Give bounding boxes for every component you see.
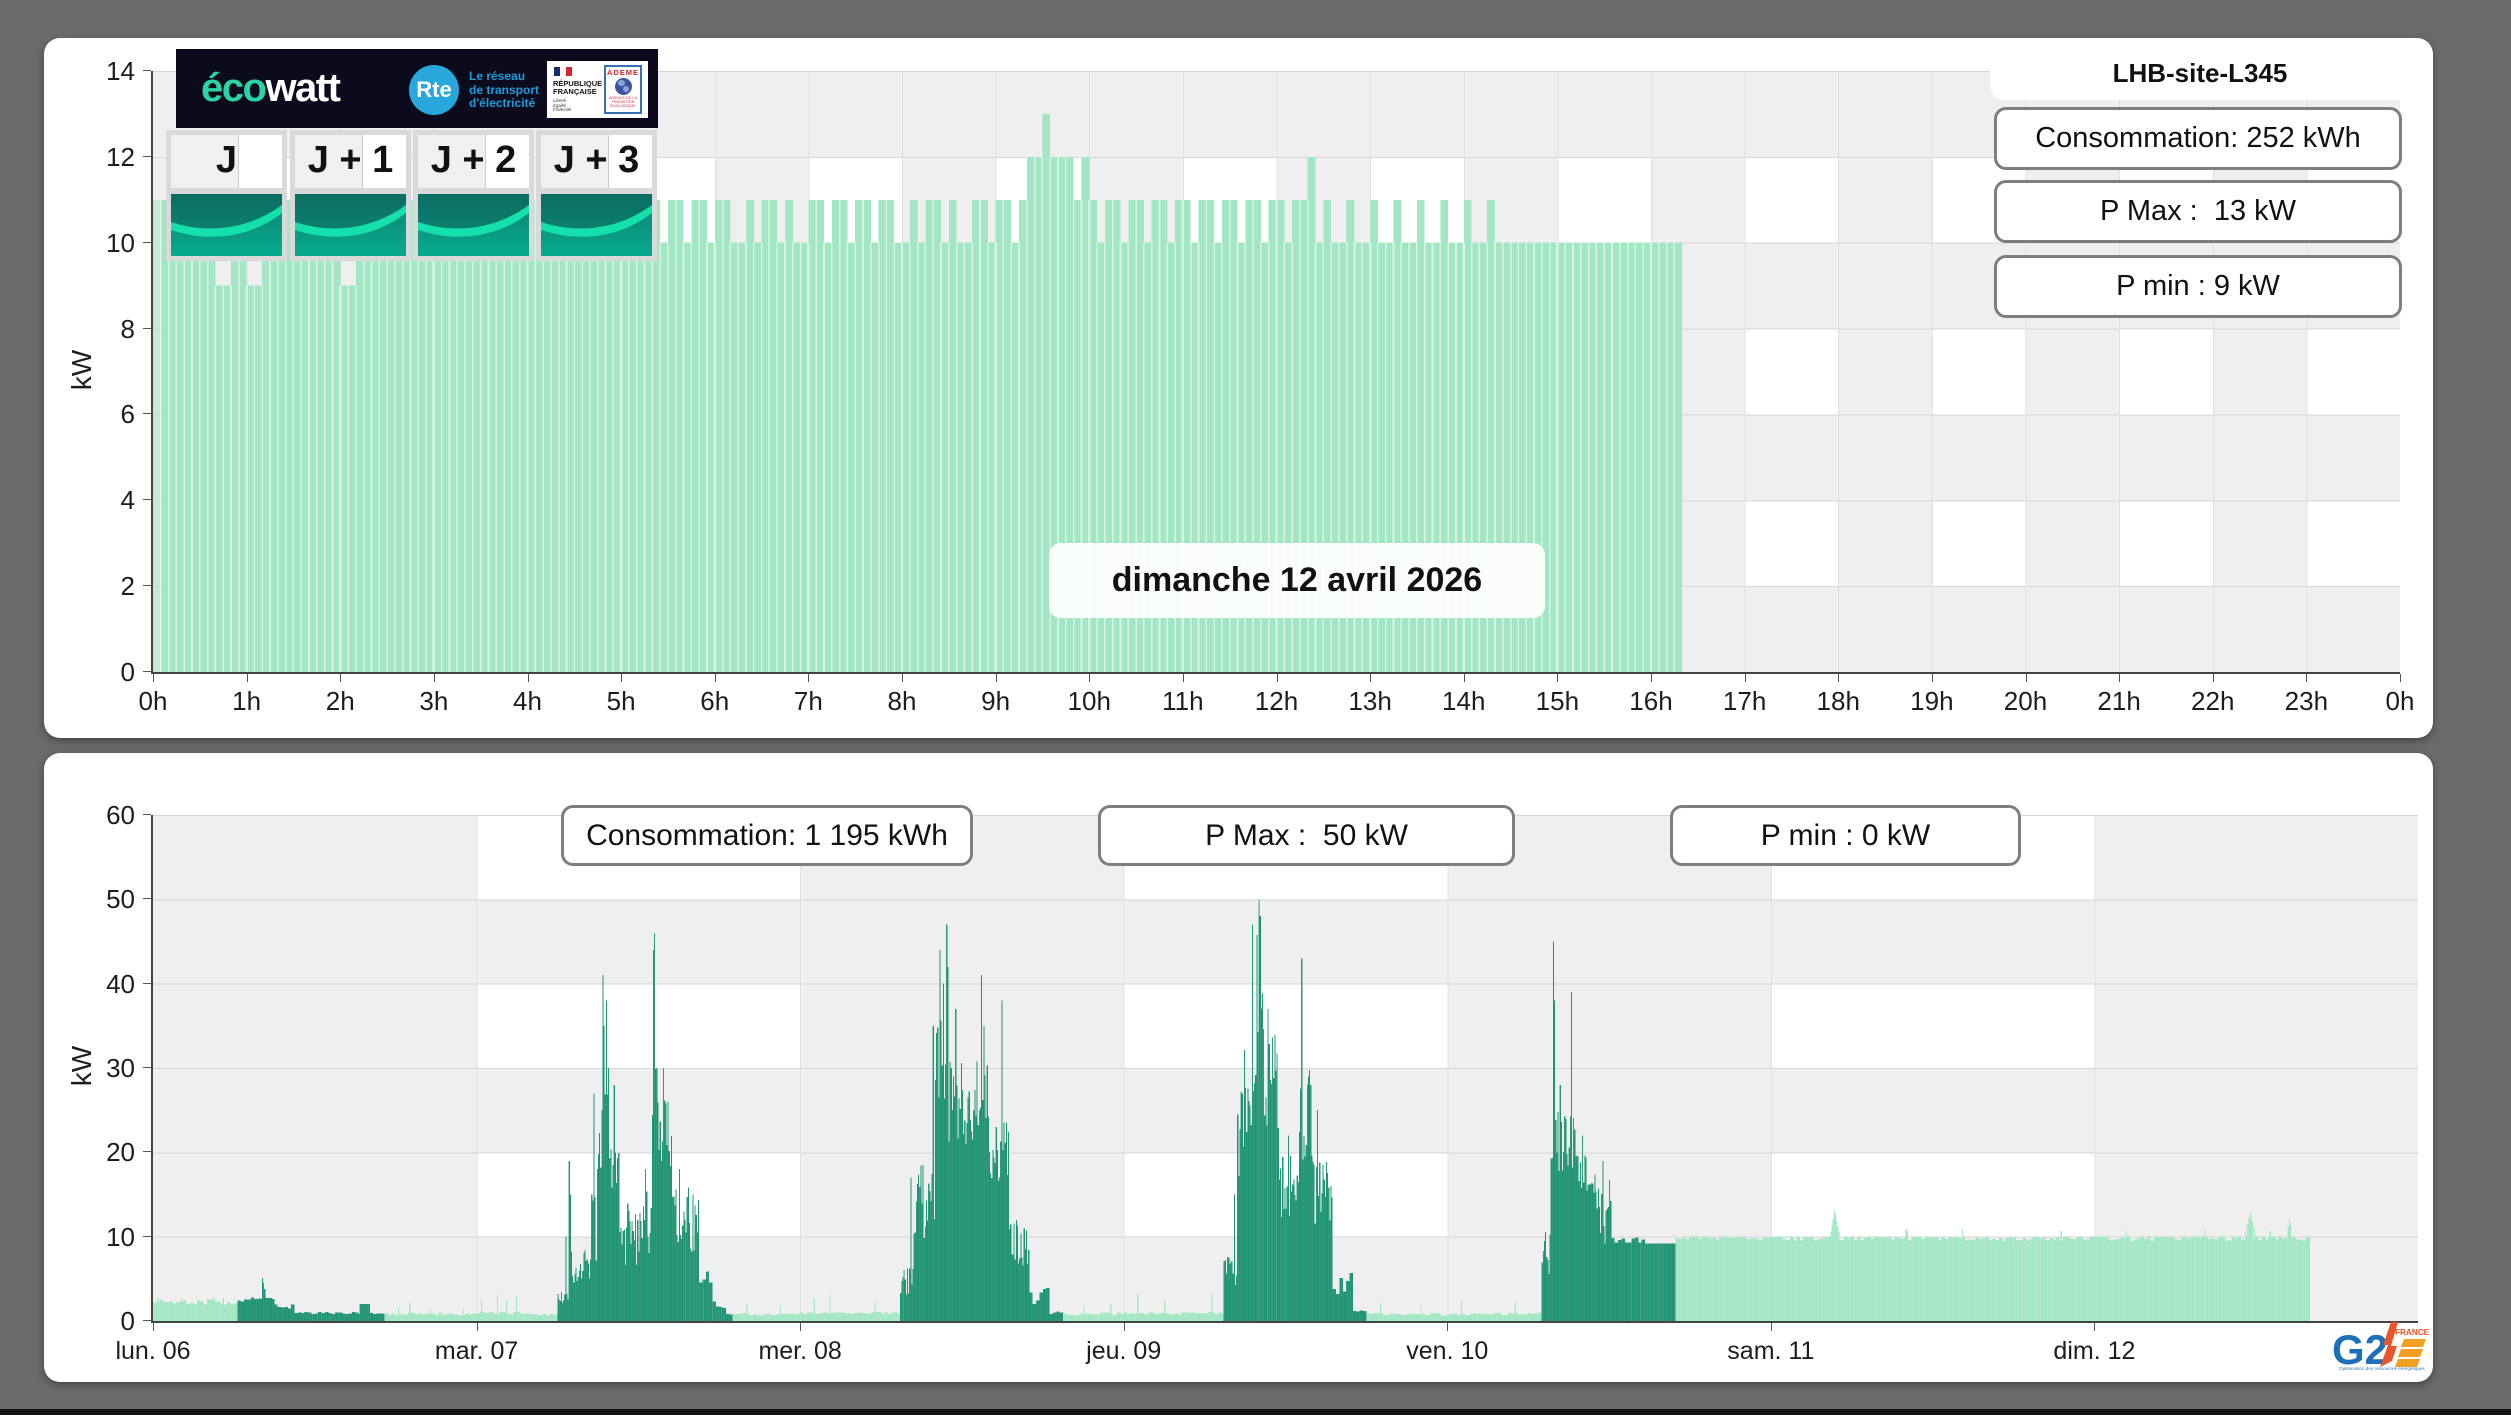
svg-text:Optimisation des ressources én: Optimisation des ressources énergétiques [2339, 1366, 2425, 1371]
svg-text:FRANCE: FRANCE [2395, 1328, 2430, 1337]
svg-text:G2: G2 [2332, 1326, 2388, 1373]
